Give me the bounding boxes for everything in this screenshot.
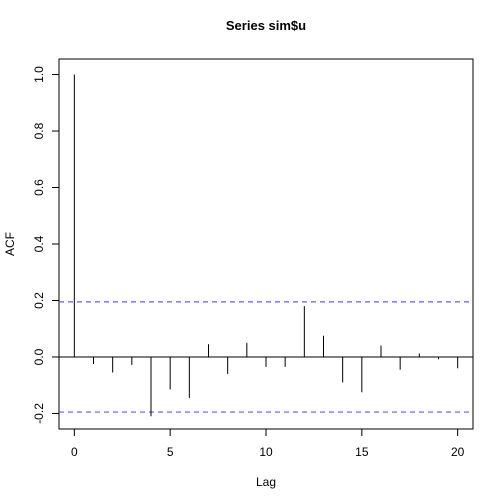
x-axis: 0 5 10 15 20 [71, 428, 465, 459]
x-tick-label: 15 [355, 445, 369, 459]
y-axis: -0.2 0.0 0.2 0.4 0.6 0.8 1.0 [32, 66, 60, 424]
y-tick-label: -0.2 [32, 403, 46, 424]
y-tick-label: 0.6 [32, 179, 46, 196]
chart-title: Series sim$u [226, 18, 306, 33]
acf-bars [73, 74, 459, 417]
y-tick-label: 0.2 [32, 292, 46, 309]
y-tick-label: 0.8 [32, 122, 46, 139]
x-tick-label: 10 [259, 445, 273, 459]
x-tick-label: 5 [167, 445, 174, 459]
y-tick-label: 0.0 [32, 348, 46, 365]
confidence-bounds [59, 301, 473, 413]
x-axis-label: Lag [256, 475, 276, 489]
y-tick-label: 1.0 [32, 66, 46, 83]
y-tick-label: 0.4 [32, 235, 46, 252]
plot-frame [58, 58, 474, 430]
x-tick-label: 0 [71, 445, 78, 459]
y-axis-label: ACF [3, 232, 17, 256]
x-tick-label: 20 [451, 445, 465, 459]
